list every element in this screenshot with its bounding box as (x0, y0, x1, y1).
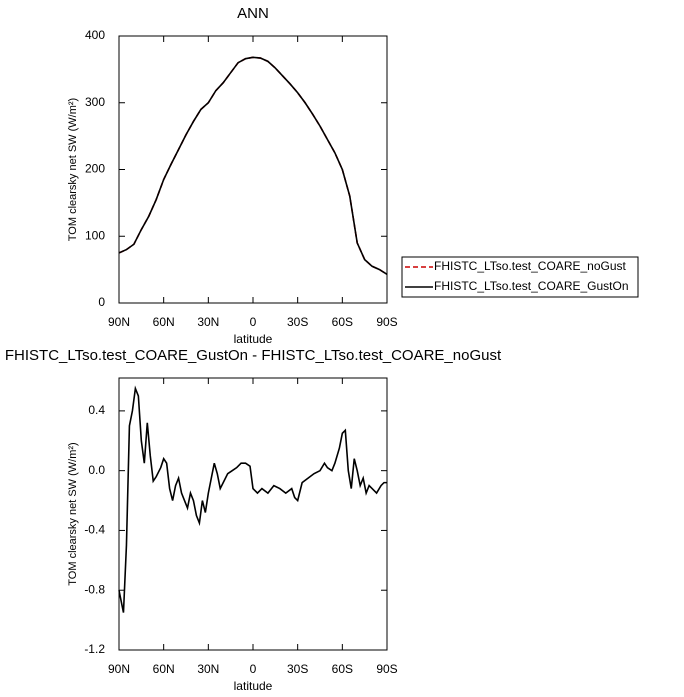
x-tick-label: 90N (108, 315, 130, 329)
data-line (118, 56, 388, 275)
x-tick-label: 60S (332, 315, 353, 329)
y-tick-label: -1.2 (84, 642, 105, 656)
x-tick-label: 90S (376, 662, 397, 676)
data-line (118, 56, 388, 275)
legend-label: FHISTC_LTso.test_COARE_noGust (434, 259, 627, 273)
legend-label: FHISTC_LTso.test_COARE_GustOn (434, 279, 629, 293)
x-tick-label: 30N (197, 662, 219, 676)
y-tick-label: 0.4 (88, 403, 105, 417)
x-tick-label: 30S (287, 315, 308, 329)
x-tick-label: 60N (153, 662, 175, 676)
y-tick-label: -0.8 (84, 582, 105, 596)
y-tick-label: 0.0 (88, 463, 105, 477)
x-tick-label: 30N (197, 315, 219, 329)
x-tick-label: 90S (376, 315, 397, 329)
x-tick-label: 60S (332, 662, 353, 676)
legend: FHISTC_LTso.test_COARE_noGust FHISTC_LTso… (401, 256, 639, 298)
y-tick-label: 300 (85, 95, 105, 109)
x-tick-label: 30S (287, 662, 308, 676)
y-tick-label: -0.4 (84, 523, 105, 537)
chart-title: ANN (237, 5, 269, 22)
y-axis-label: TOM clearsky net SW (W/m²) (67, 98, 79, 241)
chart-title: FHISTC_LTso.test_COARE_GustOn - FHISTC_L… (5, 347, 502, 364)
plot-frame (118, 35, 388, 304)
y-axis-label: TOM clearsky net SW (W/m²) (67, 442, 79, 585)
legend-box (401, 256, 639, 298)
y-tick-label: 200 (85, 162, 105, 176)
y-tick-label: 400 (85, 28, 105, 42)
x-axis-label: latitude (234, 679, 273, 693)
plot-frame (118, 377, 388, 651)
y-tick-label: 0 (98, 295, 105, 309)
x-tick-label: 90N (108, 662, 130, 676)
y-tick-label: 100 (85, 228, 105, 242)
x-axis-label: latitude (234, 332, 273, 346)
data-line (118, 385, 387, 613)
x-tick-label: 0 (250, 662, 257, 676)
x-tick-label: 60N (153, 315, 175, 329)
x-tick-label: 0 (250, 315, 257, 329)
